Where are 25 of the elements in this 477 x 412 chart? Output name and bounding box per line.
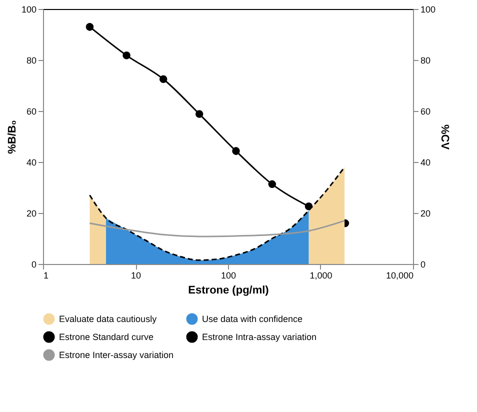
x-tick-label: 100: [220, 270, 236, 280]
x-tick-label: 10: [130, 270, 142, 280]
y-tick-label: 100: [21, 4, 36, 14]
y2-tick-label: 80: [420, 56, 431, 66]
y2-tick-label: 20: [420, 208, 431, 218]
legend-label: Evaluate data cautiously: [59, 314, 158, 324]
y-tick-label: 20: [26, 208, 36, 218]
x-tick-label: 1,000: [310, 270, 332, 280]
legend-label: Estrone Standard curve: [59, 332, 154, 342]
y2-tick-label: 40: [420, 158, 431, 168]
y-tick-label: 40: [26, 158, 36, 168]
y2-tick-label: 100: [420, 4, 436, 14]
y-tick-label: 80: [26, 56, 36, 66]
y-tick-label: 60: [26, 106, 36, 116]
y2-axis-title: %CV: [438, 124, 451, 150]
y2-tick-label: 0: [420, 260, 426, 270]
y-axis-title: %B/B₀: [6, 120, 18, 154]
x-tick-label: 10,000: [386, 270, 414, 280]
legend-label: Use data with confidence: [202, 314, 303, 324]
x-axis-title: Estrone (pg/ml): [188, 284, 270, 296]
legend-label: Estrone Inter-assay variation: [59, 350, 174, 360]
x-tick-label: 1: [44, 270, 49, 280]
y2-tick-label: 60: [420, 106, 431, 116]
y-tick-label: 0: [31, 260, 36, 270]
legend-label: Estrone Intra-assay variation: [202, 332, 317, 342]
